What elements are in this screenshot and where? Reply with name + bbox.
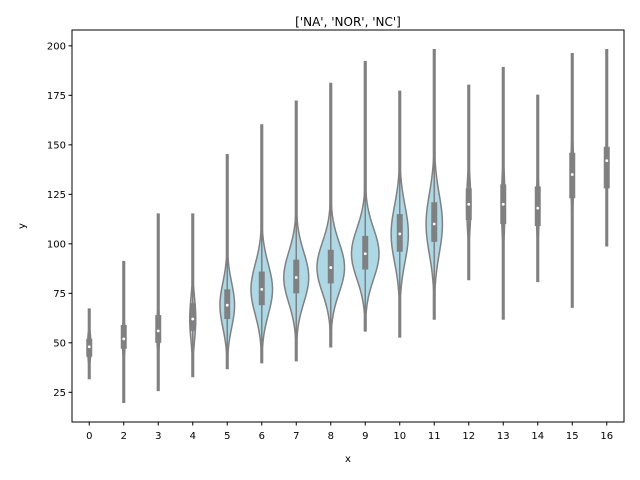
y-axis: 25 50 75 100 125 150 175 200 <box>47 41 72 399</box>
x-tick-label: 12 <box>462 431 475 442</box>
violin-iqr-box <box>120 324 127 349</box>
violin-iqr-box <box>534 186 541 226</box>
violin-iqr-box <box>189 303 196 331</box>
x-tick-label: 14 <box>531 431 544 442</box>
x-tick-label: 2 <box>121 431 127 442</box>
x-tick-label: 15 <box>566 431 579 442</box>
plot-area-frame <box>71 29 625 423</box>
violin-iqr-box <box>603 146 610 189</box>
violin-median-point <box>122 337 126 341</box>
violin-median-point <box>570 173 574 176</box>
y-tick-label: 150 <box>47 140 66 151</box>
violins-group <box>86 49 610 403</box>
violin-median-point <box>467 202 471 206</box>
x-tick-label: 0 <box>86 431 92 442</box>
x-tick-label: 11 <box>428 431 441 442</box>
y-tick-label: 175 <box>47 91 66 102</box>
violin-median-point <box>432 222 436 226</box>
x-tick-label: 6 <box>259 431 265 442</box>
violin-iqr-box <box>431 202 438 242</box>
x-tick-label: 8 <box>328 431 334 442</box>
y-tick-label: 125 <box>47 190 66 201</box>
x-tick-label: 9 <box>362 431 368 442</box>
x-tick-label: 5 <box>224 431 230 442</box>
y-tick-label: 50 <box>53 338 66 349</box>
violin-median-point <box>536 206 540 210</box>
y-tick-label: 200 <box>47 41 66 52</box>
x-tick-label: 13 <box>497 431 510 442</box>
violin-median-point <box>329 266 333 269</box>
violin-median-point <box>398 232 402 236</box>
y-tick-label: 75 <box>53 289 66 300</box>
x-axis: 0 2 3 4 5 6 7 8 9 10 11 12 13 14 15 16 <box>86 422 613 442</box>
violin-median-point <box>225 303 229 307</box>
violin-median-point <box>501 202 505 206</box>
violin-median-point <box>260 287 264 291</box>
violin-median-point <box>294 276 298 279</box>
y-tick-label: 100 <box>47 239 66 250</box>
chart-title: ['NA', 'NOR', 'NC'] <box>295 15 401 29</box>
x-tick-label: 10 <box>393 431 406 442</box>
violin-median-point <box>605 159 609 163</box>
violin-iqr-box <box>155 315 162 343</box>
violin-median-point <box>191 317 195 321</box>
y-axis-label: y <box>17 223 28 229</box>
x-tick-label: 4 <box>190 431 196 442</box>
violin-median-point <box>87 345 91 349</box>
x-tick-label: 16 <box>600 431 613 442</box>
violin-median-point <box>156 329 160 333</box>
x-tick-label: 7 <box>293 431 299 442</box>
violin-median-point <box>363 252 367 256</box>
x-axis-label: x <box>345 454 351 465</box>
y-tick-label: 25 <box>53 388 66 399</box>
x-tick-label: 3 <box>155 431 161 442</box>
